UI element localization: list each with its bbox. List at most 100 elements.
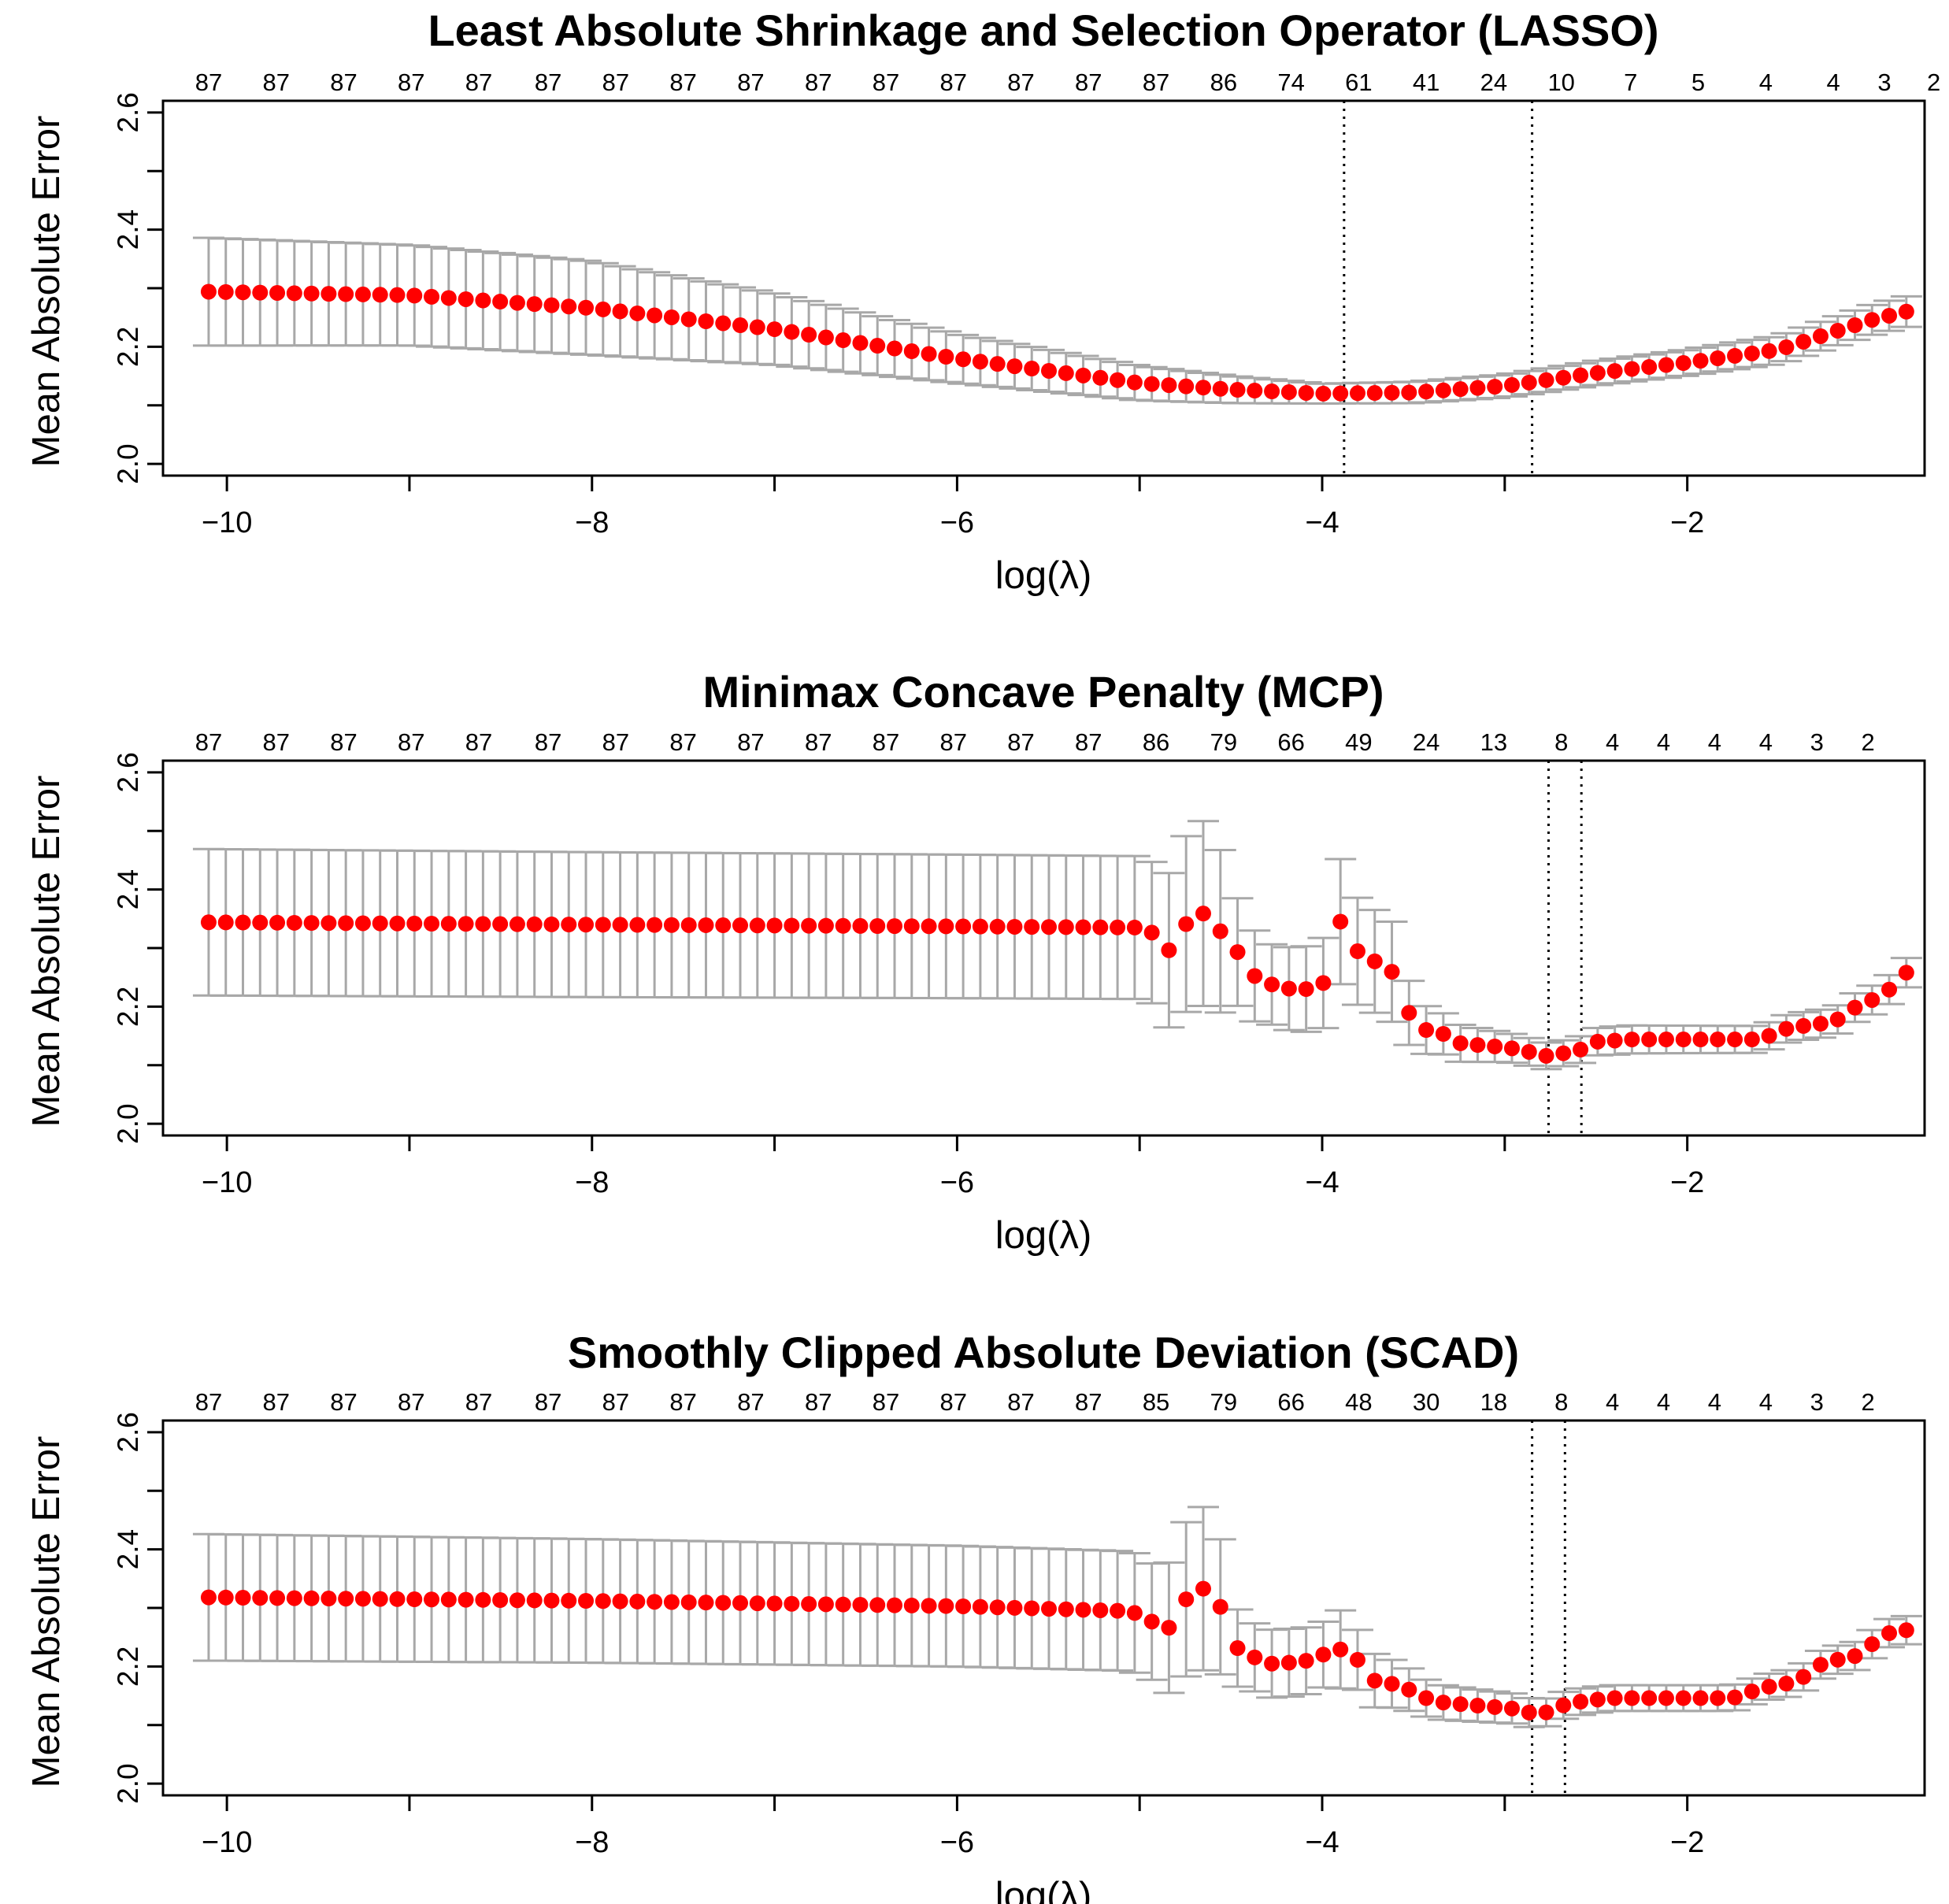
lasso-data-point bbox=[629, 305, 646, 321]
scad-y-tick-label: 2.0 bbox=[112, 1763, 144, 1803]
scad-top-axis-label: 87 bbox=[1075, 1388, 1102, 1416]
mcp-data-point bbox=[801, 917, 817, 934]
mcp-title: Minimax Concave Penalty (MCP) bbox=[702, 667, 1384, 717]
mcp-data-point bbox=[1110, 919, 1126, 935]
scad-data-point bbox=[1898, 1622, 1914, 1639]
lasso-data-point bbox=[903, 343, 920, 360]
mcp-top-axis-label: 87 bbox=[602, 728, 629, 756]
mcp-data-point bbox=[1864, 991, 1880, 1008]
mcp-data-point bbox=[578, 917, 595, 933]
scad-data-point bbox=[1212, 1598, 1228, 1615]
lasso-top-axis-label: 87 bbox=[669, 69, 696, 96]
scad-data-point bbox=[852, 1596, 869, 1613]
scad-data-point bbox=[561, 1592, 577, 1609]
scad-top-axis-label: 4 bbox=[1759, 1388, 1773, 1416]
mcp-data-point bbox=[1315, 975, 1332, 991]
mcp-data-point bbox=[1264, 976, 1280, 993]
lasso-plot-frame bbox=[161, 99, 1926, 477]
scad-top-axis-label: 87 bbox=[737, 1388, 764, 1416]
lasso-data-point bbox=[1898, 303, 1914, 320]
scad-x-tick-label: −10 bbox=[202, 1826, 252, 1859]
lasso-data-point bbox=[1812, 328, 1829, 344]
lasso-data-point bbox=[1161, 377, 1177, 394]
mcp-data-point bbox=[1898, 965, 1914, 981]
mcp-data-point bbox=[887, 918, 903, 935]
scad-data-point bbox=[1658, 1690, 1674, 1706]
lasso-data-point bbox=[321, 286, 337, 302]
lasso-data-point bbox=[1881, 307, 1898, 324]
scad-top-axis-label: 30 bbox=[1413, 1388, 1440, 1416]
lasso-y-tick-label: 2.6 bbox=[112, 92, 144, 132]
mcp-x-tick-label: −8 bbox=[575, 1166, 609, 1199]
scad-data-point bbox=[424, 1591, 440, 1608]
scad-top-axis-label: 87 bbox=[805, 1388, 832, 1416]
lasso-data-point bbox=[1761, 343, 1777, 359]
mcp-data-point bbox=[561, 917, 577, 933]
lasso-y-axis-label: Mean Absolute Error bbox=[25, 116, 68, 468]
scad-y-tick-label: 2.6 bbox=[112, 1412, 144, 1452]
scad-x-tick-label: −8 bbox=[575, 1826, 609, 1859]
scad-data-point bbox=[543, 1592, 560, 1609]
lasso-top-axis-label: 87 bbox=[262, 69, 289, 96]
mcp-data-point bbox=[252, 914, 269, 931]
lasso-data-point bbox=[1332, 385, 1349, 402]
lasso-data-point bbox=[1143, 376, 1160, 392]
mcp-data-point bbox=[1247, 968, 1263, 984]
mcp-y-axis-label: Mean Absolute Error bbox=[25, 776, 68, 1128]
lasso-data-point bbox=[372, 287, 388, 303]
lasso-data-point bbox=[1418, 383, 1435, 400]
mcp-data-point bbox=[1469, 1037, 1486, 1054]
lasso-top-axis-label: 87 bbox=[602, 69, 629, 96]
lasso-data-point bbox=[389, 287, 406, 303]
scad-data-point bbox=[1795, 1669, 1812, 1685]
scad-data-point bbox=[629, 1593, 646, 1610]
lasso-data-point bbox=[1589, 365, 1606, 381]
lasso-data-point bbox=[1778, 339, 1795, 355]
scad-data-point bbox=[1418, 1690, 1435, 1706]
mcp-data-point bbox=[1229, 944, 1246, 961]
lasso-data-point bbox=[1829, 322, 1846, 339]
scad-data-point bbox=[1058, 1601, 1074, 1617]
scad-data-point bbox=[1589, 1691, 1606, 1708]
scad-data-point bbox=[1743, 1684, 1760, 1700]
mcp-data-point bbox=[1075, 919, 1091, 935]
lasso-data-point bbox=[1503, 376, 1520, 393]
scad-data-point bbox=[354, 1591, 371, 1607]
scad-top-axis-label: 4 bbox=[1657, 1388, 1670, 1416]
lasso-x-tick-label: −6 bbox=[940, 506, 974, 539]
lasso-top-axis-label: 24 bbox=[1480, 69, 1507, 96]
lasso-top-axis-label: 74 bbox=[1277, 69, 1304, 96]
scad-data-point bbox=[458, 1591, 474, 1608]
mcp-data-point bbox=[972, 918, 988, 935]
mcp-y-tick-label: 2.0 bbox=[112, 1103, 144, 1143]
lasso-data-point bbox=[200, 283, 217, 300]
scad-data-point bbox=[1452, 1696, 1469, 1713]
mcp-data-point bbox=[372, 915, 388, 932]
scad-data-point bbox=[595, 1593, 611, 1610]
mcp-data-point bbox=[595, 917, 611, 933]
mcp-top-axis-label: 87 bbox=[535, 728, 561, 756]
mcp-top-axis-label: 4 bbox=[1657, 728, 1670, 756]
scad-data-point bbox=[1641, 1690, 1658, 1706]
scad-top-axis-label: 87 bbox=[398, 1388, 424, 1416]
scad-data-point bbox=[1829, 1651, 1846, 1668]
mcp-top-axis-label: 79 bbox=[1210, 728, 1237, 756]
mcp-data-point bbox=[1384, 964, 1400, 980]
scad-data-point bbox=[1555, 1697, 1572, 1713]
lasso-top-axis-label: 87 bbox=[1007, 69, 1034, 96]
mcp-top-axis-label: 87 bbox=[398, 728, 424, 756]
mcp-data-point bbox=[1847, 999, 1863, 1016]
lasso-x-tick-label: −4 bbox=[1305, 506, 1339, 539]
lasso-x-tick-label: −10 bbox=[202, 506, 252, 539]
lasso-data-point bbox=[526, 296, 543, 313]
mcp-x-tick-label: −4 bbox=[1305, 1166, 1339, 1199]
lasso-data-point bbox=[1452, 381, 1469, 398]
scad-data-point bbox=[303, 1590, 320, 1606]
mcp-data-point bbox=[766, 917, 783, 934]
mcp-top-axis-label: 87 bbox=[737, 728, 764, 756]
mcp-data-point bbox=[1573, 1041, 1589, 1058]
mcp-data-point bbox=[1692, 1032, 1709, 1048]
scad-top-axis-label: 87 bbox=[535, 1388, 561, 1416]
mcp-data-point bbox=[817, 917, 834, 934]
lasso-data-point bbox=[663, 309, 680, 325]
